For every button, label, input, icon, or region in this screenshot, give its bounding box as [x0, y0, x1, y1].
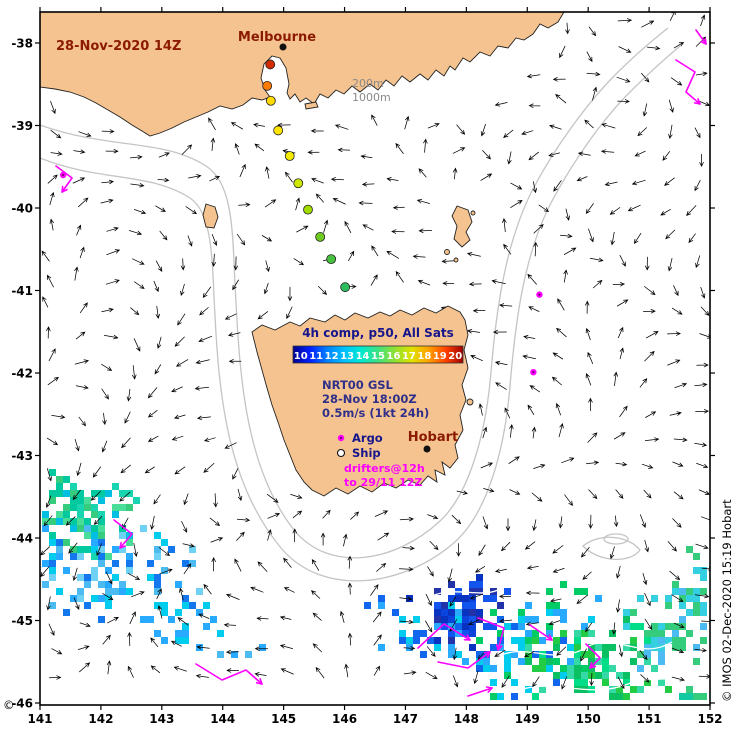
legend-ship-label: Ship	[352, 446, 381, 460]
y-axis-tick-label: -45	[11, 614, 33, 628]
legend-argo-marker-center	[339, 436, 343, 440]
axis-labels-layer: 141 142 143 144 145 146 147 148 149 150 151 152 -38 -…	[11, 37, 722, 727]
y-axis-tick-label: -41	[11, 284, 33, 298]
drifter-trajectory	[417, 623, 471, 649]
drifter-trajectory	[477, 617, 505, 651]
map-frame-layer	[35, 7, 715, 710]
drifter-trajectory	[113, 519, 133, 549]
legend-ship-marker-icon	[336, 448, 346, 458]
colorbar-layer: 10 11 12 13 14 15 16 17 18 19 20	[292, 345, 464, 364]
x-axis-tick-label: 151	[637, 712, 662, 726]
legend-drifters-line2: to 29/11 12Z	[344, 476, 422, 489]
y-axis-tick-label: -39	[11, 119, 33, 133]
x-axis-tick-label: 149	[515, 712, 540, 726]
colorbar-gradient-bar	[292, 345, 464, 364]
y-axis-tick-label: -43	[11, 449, 33, 463]
colorbar-tick-label: 17	[402, 351, 416, 362]
maria-island	[466, 398, 474, 406]
depth-label-200m: 200m	[352, 77, 384, 90]
small-island	[453, 257, 459, 263]
drifter-position-dot	[284, 151, 295, 161]
x-axis-tick-label: 150	[576, 712, 601, 726]
x-axis-tick-label: 145	[271, 712, 296, 726]
legend-drifters-line1: drifters@12h	[344, 462, 425, 475]
hobart-dot	[423, 445, 431, 453]
x-axis-tick-label: 148	[454, 712, 479, 726]
drifter-position-dot	[340, 282, 351, 293]
y-axis-tick-label: -40	[11, 202, 33, 216]
small-island	[444, 249, 450, 255]
sst-raster-layer	[42, 469, 707, 700]
x-axis-tick-label: 142	[88, 712, 113, 726]
colorbar-title: 4h comp, p50, All Sats	[302, 326, 454, 340]
x-axis-tick-label: 144	[210, 712, 235, 726]
drifter-position-dot	[265, 59, 276, 70]
drifter-trajectories-layer	[55, 29, 707, 697]
hobart-label: Hobart	[408, 430, 459, 445]
colorbar-tick-label: 10	[294, 351, 308, 362]
legend-argo-label: Argo	[352, 431, 383, 445]
king-island	[202, 203, 219, 229]
colorbar-tick-label: 14	[356, 351, 370, 362]
info-product: NRT00 GSL	[322, 378, 394, 392]
colorbar-tick-label: 12	[325, 351, 339, 362]
colorbar-tick-label: 11	[309, 351, 323, 362]
drifter-track-layer	[262, 59, 351, 293]
copyright-mark: ©	[3, 698, 15, 712]
x-axis-tick-label: 147	[393, 712, 418, 726]
drifter-trajectory	[585, 643, 601, 669]
colorbar-tick-label: 19	[433, 351, 447, 362]
x-axis-tick-label: 141	[27, 712, 52, 726]
info-vector-scale: 0.5m/s (1kt 24h)	[322, 406, 429, 420]
melbourne-dot	[279, 43, 287, 51]
x-axis-tick-label: 152	[697, 712, 722, 726]
phillip-island	[304, 101, 319, 110]
drifter-position-dot	[303, 204, 313, 215]
drifter-position-dot	[326, 254, 337, 265]
drifter-trajectory	[195, 663, 263, 685]
text-labels-layer: 28-Nov-2020 14Z Melbourne Hobart 200m 10…	[3, 30, 734, 712]
depth-label-1000m: 1000m	[352, 91, 391, 104]
drifter-position-dot	[293, 178, 304, 189]
colorbar-tick-label: 13	[340, 351, 354, 362]
info-datetime: 28-Nov 18:00Z	[322, 392, 417, 406]
drifter-trajectory	[529, 624, 553, 641]
colorbar-tick-label: 20	[448, 351, 462, 362]
small-island	[470, 210, 476, 216]
victoria-coastline	[40, 12, 565, 137]
drifter-trajectory	[437, 651, 491, 669]
drifter-trajectory	[695, 29, 707, 45]
x-axis-tick-label: 146	[332, 712, 357, 726]
drifter-position-dot	[265, 95, 276, 106]
colorbar-tick-label: 16	[386, 351, 400, 362]
credit-text: © IMOS 02-Dec-2020 15:19 Hobart	[720, 499, 734, 702]
date-label: 28-Nov-2020 14Z	[56, 39, 181, 54]
land-layer	[40, 12, 565, 497]
drifter-trajectory	[467, 687, 493, 697]
colorbar-tick-label: 15	[371, 351, 385, 362]
melbourne-label: Melbourne	[238, 30, 316, 45]
drifter-trajectory	[55, 165, 73, 193]
argo-floats-layer	[59, 171, 543, 376]
y-axis-tick-label: -46	[11, 697, 33, 711]
y-axis-tick-label: -42	[11, 367, 33, 381]
y-axis-tick-label: -44	[11, 532, 33, 546]
colorbar-tick-label: 18	[417, 351, 431, 362]
drifter-position-dot	[273, 125, 284, 136]
y-axis-tick-label: -38	[11, 37, 33, 51]
drifter-position-dot	[262, 81, 273, 91]
flinders-island	[451, 205, 473, 248]
drifter-trajectory	[675, 59, 701, 105]
x-axis-tick-label: 143	[149, 712, 174, 726]
current-vectors-layer	[40, 12, 710, 690]
drifter-position-dot	[315, 231, 326, 242]
